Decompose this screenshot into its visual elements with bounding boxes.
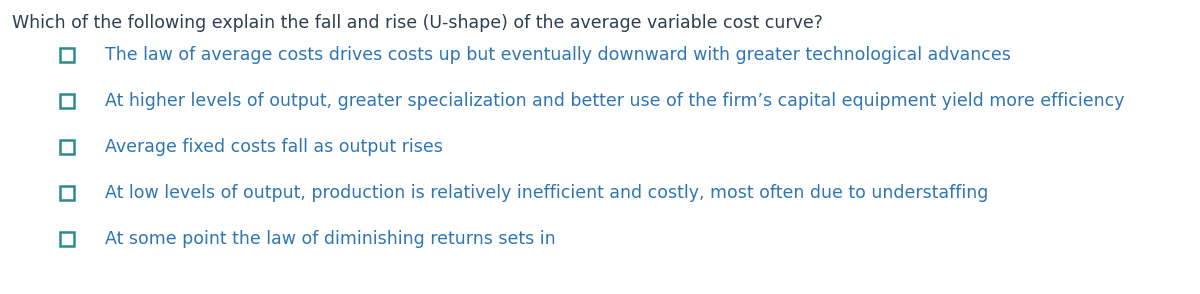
Text: At low levels of output, production is relatively inefficient and costly, most o: At low levels of output, production is r…: [106, 184, 989, 202]
Bar: [60, 140, 74, 154]
Text: At higher levels of output, greater specialization and better use of the firm’s : At higher levels of output, greater spec…: [106, 92, 1124, 110]
Text: Which of the following explain the fall and rise (U-shape) of the average variab: Which of the following explain the fall …: [12, 14, 823, 32]
Bar: [60, 232, 74, 246]
Bar: [60, 94, 74, 108]
Bar: [60, 48, 74, 62]
Bar: [60, 186, 74, 200]
Text: At some point the law of diminishing returns sets in: At some point the law of diminishing ret…: [106, 230, 556, 248]
Text: The law of average costs drives costs up but eventually downward with greater te: The law of average costs drives costs up…: [106, 46, 1010, 64]
Text: Average fixed costs fall as output rises: Average fixed costs fall as output rises: [106, 138, 443, 156]
